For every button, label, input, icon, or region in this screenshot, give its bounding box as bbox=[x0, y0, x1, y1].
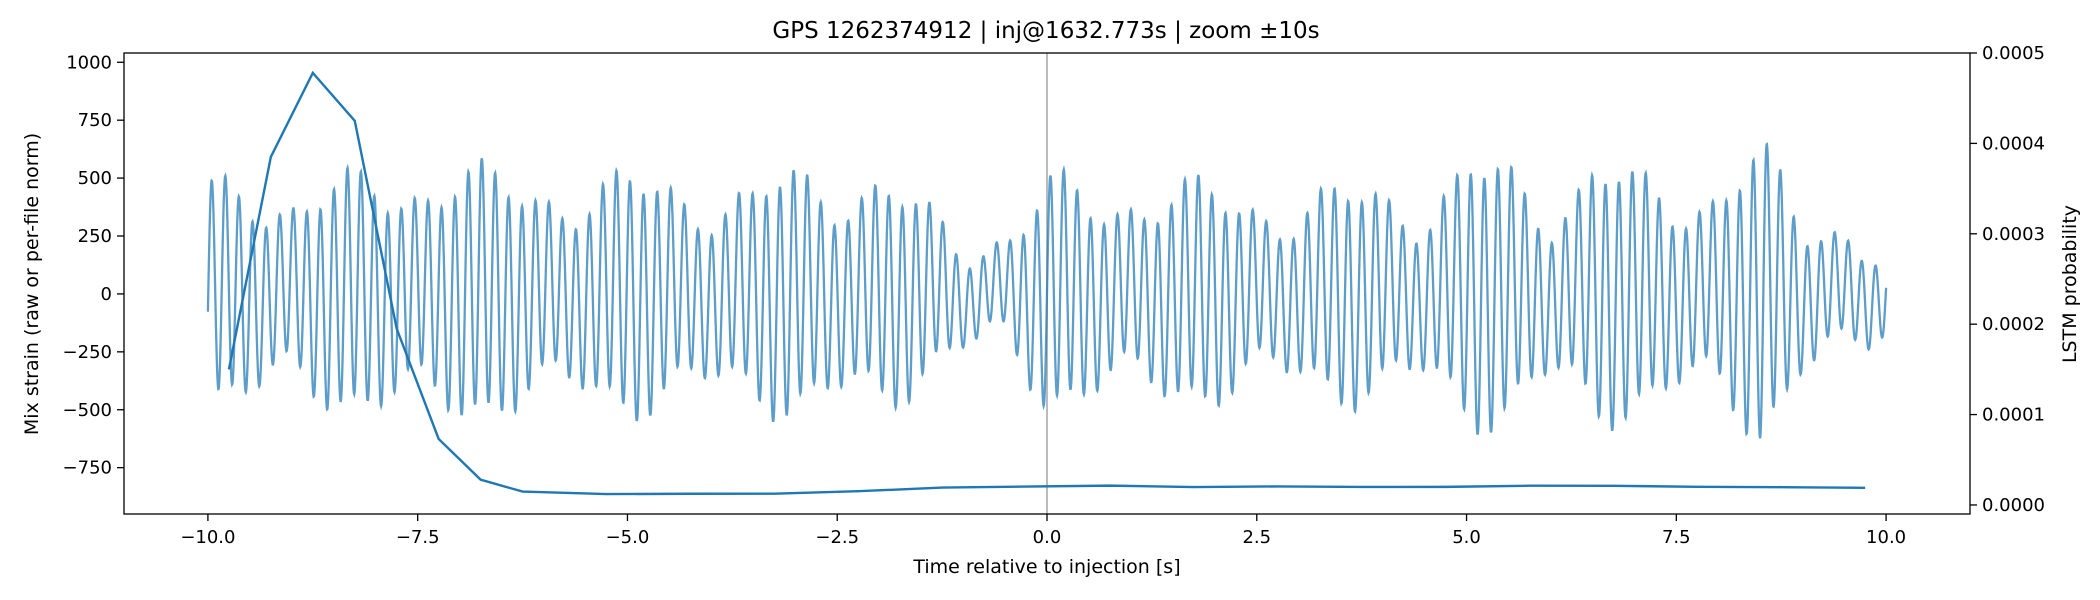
x-tick-label: 0.0 bbox=[1033, 527, 1062, 548]
x-tick-label: −10.0 bbox=[180, 527, 235, 548]
y-left-tick-label: −250 bbox=[63, 342, 112, 363]
y-axis-left-label: Mix strain (raw or per-file norm) bbox=[21, 133, 43, 435]
y-left-tick-label: −500 bbox=[63, 400, 112, 421]
chart-title: GPS 1262374912 | inj@1632.773s | zoom ±1… bbox=[772, 18, 1319, 44]
y-right-tick-label: 0.0001 bbox=[1982, 405, 2045, 426]
x-axis-label: Time relative to injection [s] bbox=[912, 556, 1180, 578]
y-axis-left: −750 −500 −250 0 250 500 750 1000 bbox=[63, 52, 124, 479]
strain-series-line bbox=[206, 142, 1888, 439]
plot-area bbox=[123, 52, 1971, 515]
x-tick-label: −5.0 bbox=[606, 527, 650, 548]
x-tick-label: 10.0 bbox=[1866, 527, 1906, 548]
x-axis: −10.0 −7.5 −5.0 −2.5 0.0 2.5 5.0 7.5 10.0 bbox=[180, 514, 1906, 548]
y-right-tick-label: 0.0000 bbox=[1982, 495, 2045, 516]
x-tick-label: 5.0 bbox=[1452, 527, 1481, 548]
y-right-tick-label: 0.0003 bbox=[1982, 224, 2045, 245]
x-tick-label: 7.5 bbox=[1662, 527, 1691, 548]
y-right-tick-label: 0.0004 bbox=[1982, 133, 2045, 154]
x-tick-label: −7.5 bbox=[396, 527, 440, 548]
y-left-tick-label: 250 bbox=[78, 226, 112, 247]
y-axis-right: 0.0000 0.0001 0.0002 0.0003 0.0004 0.0005 bbox=[1970, 43, 2045, 516]
y-left-tick-label: 500 bbox=[78, 168, 112, 189]
lstm-probability-line bbox=[227, 70, 1866, 496]
y-axis-right-label: LSTM probability bbox=[2059, 205, 2081, 363]
y-left-tick-label: 0 bbox=[101, 284, 112, 305]
y-left-tick-label: −750 bbox=[63, 458, 112, 479]
y-right-tick-label: 0.0002 bbox=[1982, 314, 2045, 335]
x-tick-label: −2.5 bbox=[815, 527, 859, 548]
y-left-tick-label: 1000 bbox=[66, 52, 112, 73]
y-left-tick-label: 750 bbox=[78, 110, 112, 131]
y-right-tick-label: 0.0005 bbox=[1982, 43, 2045, 64]
x-tick-label: 2.5 bbox=[1242, 527, 1271, 548]
